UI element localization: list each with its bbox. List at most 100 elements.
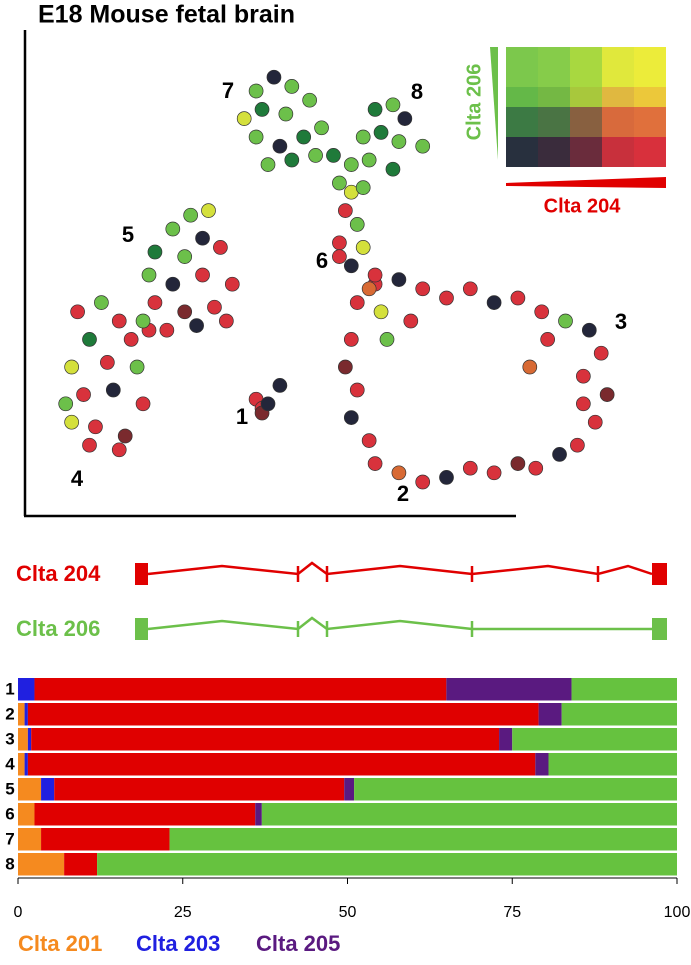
cell-point (349, 382, 365, 398)
cell-point (111, 313, 127, 329)
bar-segment (18, 803, 35, 826)
y-tick-label: 2 (5, 704, 14, 723)
cell-point (296, 129, 312, 145)
cluster-label: 3 (615, 309, 627, 334)
cell-point (528, 460, 544, 476)
exon (135, 563, 148, 585)
bar-segment (446, 678, 572, 701)
legend-cell (634, 137, 666, 167)
cell-point (219, 313, 234, 329)
cell-point (367, 267, 383, 283)
cell-point (343, 332, 359, 347)
legend-cell (602, 137, 634, 167)
bar-segment (255, 803, 262, 826)
cell-point (165, 221, 181, 237)
cell-point (183, 207, 198, 223)
bar-segment (571, 678, 677, 701)
bar-segment (31, 728, 500, 751)
bar-segment (18, 828, 42, 851)
cell-point (486, 465, 502, 481)
cell-point (349, 217, 365, 232)
bar-segment (97, 853, 677, 876)
cell-point (415, 474, 431, 490)
gradient-wedge (490, 47, 498, 160)
cell-point (361, 281, 377, 297)
exon (652, 618, 667, 640)
cell-point (415, 281, 431, 297)
transcript-label: Clta 204 (16, 561, 101, 586)
transcript-label: Clta 206 (16, 616, 100, 641)
cell-point (355, 240, 371, 255)
cell-point (260, 157, 276, 172)
legend-cell (602, 87, 634, 107)
bar-segment (34, 803, 256, 826)
cell-point (385, 161, 401, 177)
bar-segment (261, 803, 677, 826)
bar-segment (54, 778, 345, 801)
cell-point (94, 295, 109, 310)
cluster-label: 7 (222, 78, 234, 103)
exon (135, 618, 148, 640)
cell-point (272, 138, 288, 154)
bar-segment (535, 753, 549, 776)
cell-point (147, 295, 163, 310)
y-tick-label: 5 (5, 779, 14, 798)
exon (652, 563, 667, 585)
cell-point (338, 359, 353, 375)
bar-segment (512, 728, 677, 751)
legend-cell (570, 47, 602, 87)
cell-point (64, 414, 80, 430)
bar-segment (18, 778, 42, 801)
cell-point (558, 313, 573, 329)
colorbar-x-label: Clta 204 (544, 195, 622, 217)
legend-entry: Clta 205 (256, 931, 340, 956)
legend-cell (506, 107, 538, 137)
bar-segment (18, 853, 65, 876)
cell-point (332, 235, 347, 251)
cell-point (593, 345, 609, 361)
bar-segment (561, 703, 677, 726)
legend-cell (634, 47, 666, 87)
bar-segment (41, 778, 55, 801)
x-tick-label: 0 (14, 904, 23, 921)
cell-point (117, 428, 133, 444)
legend-cell (538, 137, 570, 167)
cell-point (338, 203, 353, 218)
cell-point (195, 230, 210, 246)
cell-point (82, 437, 97, 453)
cell-point (278, 106, 294, 122)
y-tick-label: 6 (5, 804, 14, 823)
cell-point (147, 244, 163, 260)
cell-point (343, 157, 359, 172)
bar-segment (499, 728, 513, 751)
cell-point (510, 456, 526, 471)
exons (296, 621, 474, 637)
legend-entry: Clta 203 (136, 931, 220, 956)
bar-segment (34, 678, 447, 701)
legend-cell (538, 107, 570, 137)
cell-point (314, 120, 329, 136)
cell-point (129, 359, 145, 375)
cell-point (248, 129, 264, 145)
bar-segment (27, 728, 32, 751)
colorbar-y-label: Clta 206 (463, 64, 485, 141)
y-tick-label: 3 (5, 729, 14, 748)
bar-segment (169, 828, 677, 851)
cell-point (135, 396, 151, 412)
cell-point (570, 437, 585, 453)
cell-point (349, 295, 365, 310)
bar-segment (538, 703, 562, 726)
bar-segment (27, 753, 536, 776)
cell-point (391, 272, 407, 287)
legend-cell (570, 137, 602, 167)
legend-cell (506, 47, 538, 87)
cell-point (326, 148, 341, 163)
bar-segment (18, 678, 35, 701)
cell-point (522, 359, 538, 375)
cell-point (599, 387, 615, 402)
cell-point (373, 304, 389, 320)
cell-point (189, 318, 204, 333)
cell-point (540, 332, 556, 347)
cell-point (391, 465, 407, 481)
